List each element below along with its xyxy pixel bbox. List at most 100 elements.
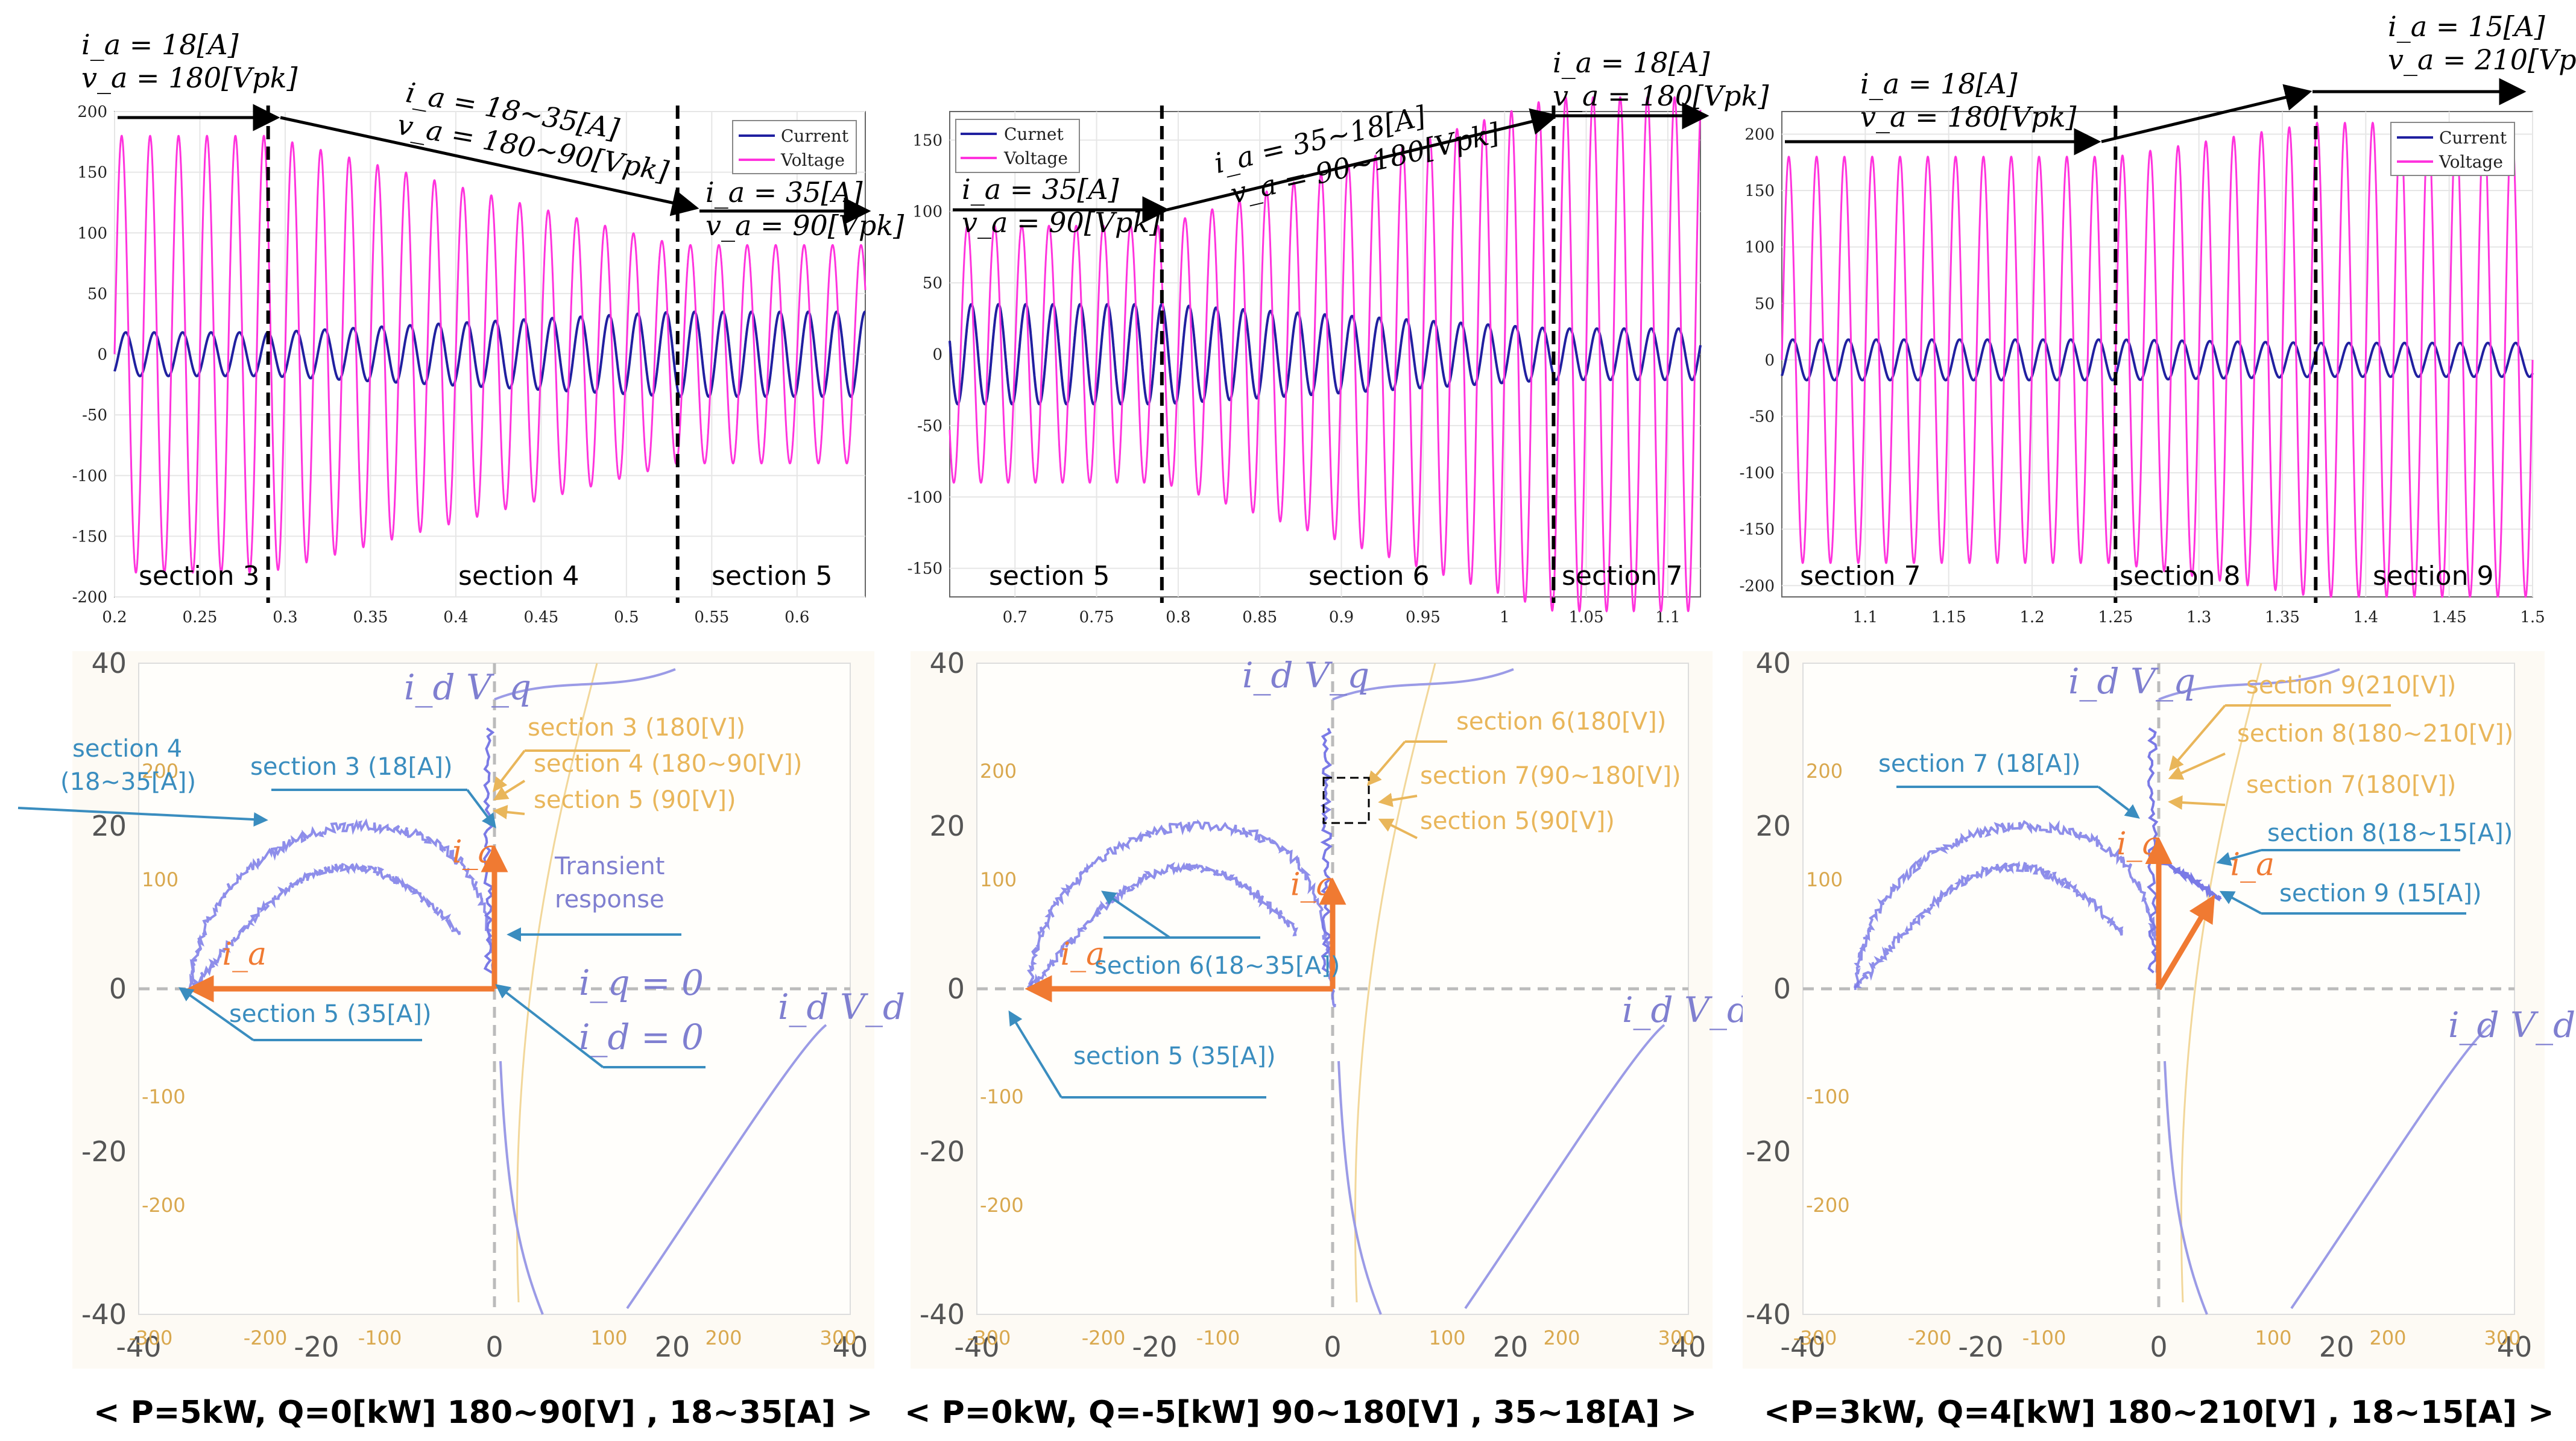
secondary-tick-label: -100 [980, 1085, 1024, 1108]
y-tick-label: 0 [97, 346, 107, 364]
secondary-tick-label: -300 [1793, 1326, 1837, 1349]
section-label: section 7 [1562, 561, 1682, 591]
y-tick-label: 50 [1755, 295, 1775, 313]
y-tick-label: 40 [929, 647, 965, 680]
legend-voltage: Voltage [780, 150, 845, 170]
y-tick-label: 0 [109, 973, 127, 1005]
current-trajectory [1854, 820, 2162, 989]
blue-annotation: section 7 (18[A]) [1878, 750, 2081, 778]
y-tick-label: 150 [77, 164, 107, 182]
x-tick-label: 1.35 [2265, 608, 2300, 626]
y-tick-label: 150 [912, 131, 942, 150]
iq-zero-label: i_q = 0 [579, 962, 704, 1003]
y-tick-label: 200 [77, 103, 107, 121]
top-right-chart: 1.1 1.15 1.2 1.25 1.3 1.35 1.4 1.45 1.5 200 150 100… [1740, 10, 2576, 626]
x-tick-label: 0.35 [353, 608, 388, 626]
x-tick-label: 20 [2319, 1331, 2355, 1363]
legend-current: Current [2439, 128, 2507, 148]
section-label: section 3 [139, 561, 259, 591]
voltage-trace [2164, 1061, 2208, 1315]
section-labels: section 7 section 8 section 9 [1800, 561, 2493, 591]
x-tick-label: 1 [1500, 608, 1510, 626]
y-tick-label: 20 [929, 810, 965, 842]
axis-ticks: 1.1 1.15 1.2 1.25 1.3 1.35 1.4 1.45 1.5 200 150 100… [1740, 125, 2545, 626]
voltage-trace [1354, 663, 1436, 1303]
x-tick-label: 1.45 [2432, 608, 2467, 626]
current-trajectory [1854, 860, 2124, 990]
section-labels: section 5 section 6 section 7 [989, 561, 1682, 591]
x-tick-label: 0 [1324, 1331, 1341, 1363]
blue-annotation: (18~35[A]) [60, 768, 196, 796]
secondary-tick-label: -100 [358, 1326, 402, 1349]
x-tick-label: 0 [2150, 1331, 2167, 1363]
x-tick-label: -20 [294, 1331, 339, 1363]
orange-annotation: section 8(180~210[V]) [2237, 720, 2513, 748]
x-tick-label: 0.25 [183, 608, 218, 626]
orange-annotation: section 5(90[V]) [1420, 807, 1615, 835]
ia-vector-label: i_a [2117, 826, 2161, 862]
ia-vector [2156, 894, 2215, 991]
id-vd-label: i_d V_d [2448, 1004, 2575, 1045]
x-tick-label: -40 [1780, 1331, 1825, 1363]
ia-annotation: i_a = 18[A] [1860, 68, 2018, 100]
orange-annotation: section 6(180[V]) [1456, 708, 1666, 736]
orange-annotation: section 7(90~180[V]) [1420, 762, 1681, 790]
orange-annotation: section 7(180[V]) [2246, 771, 2456, 799]
top-left-chart: 0.2 0.25 0.3 0.35 0.4 0.45 0.5 0.55 0.6 200 150 100… [72, 28, 904, 626]
axis-ticks: 0.2 0.25 0.3 0.35 0.4 0.45 0.5 0.55 0.6 200 150 100… [72, 103, 810, 626]
voltage-trace [1464, 1024, 1665, 1310]
section-label: section 9 [2373, 561, 2493, 591]
section-label: section 7 [1800, 561, 1921, 591]
x-tick-label: 0.4 [443, 608, 468, 626]
panel-text: i_d V_q i_d V_d section 6(18~35[A]) sect… [1008, 655, 1749, 1099]
y-tick-label: -150 [1740, 521, 1775, 539]
x-tick-label: 1.05 [1569, 608, 1604, 626]
voltage-trace [516, 663, 598, 1303]
current-trajectory [188, 818, 497, 989]
secondary-tick-label: -200 [1806, 1194, 1850, 1217]
y-tick-label: -40 [920, 1298, 965, 1331]
y-tick-label: -200 [72, 588, 107, 607]
grid [114, 111, 865, 598]
y-tick-label: 40 [91, 647, 127, 680]
secondary-tick-label: 200 [142, 760, 178, 783]
id-vd-label: i_d V_d [1622, 989, 1749, 1030]
x-tick-label: 20 [655, 1331, 690, 1363]
secondary-tick-label: 200 [980, 760, 1017, 783]
top-middle-chart: 0.7 0.75 0.8 0.85 0.9 0.95 1 1.05 1.1 150 100 50 0 -5… [908, 46, 1769, 626]
y-tick-label: -100 [908, 488, 942, 506]
legend: Current Voltage [2390, 122, 2515, 176]
y-tick-label: -200 [1740, 577, 1775, 595]
series-voltage [1781, 121, 2534, 599]
x-tick-label: -20 [1958, 1331, 2003, 1363]
caption: <P=3kW, Q=4[kW] 180~210[V] , 18~15[A] > [1764, 1395, 2554, 1431]
secondary-tick-label: -200 [1082, 1326, 1126, 1349]
current-trajectory [1029, 862, 1298, 992]
secondary-tick-label: 300 [1658, 1326, 1694, 1349]
voltage-trace [499, 1061, 544, 1315]
section-boundaries [266, 106, 680, 603]
secondary-tick-label: -300 [129, 1326, 173, 1349]
secondary-tick-label: -200 [142, 1194, 186, 1217]
secondary-tick-label: 300 [2484, 1326, 2521, 1349]
x-tick-label: 1.3 [2186, 608, 2211, 626]
y-tick-label: -150 [72, 528, 107, 546]
y-tick-label: 100 [912, 203, 942, 221]
secondary-tick-label: 100 [2255, 1326, 2291, 1349]
x-tick-label: 0.6 [784, 608, 809, 626]
orange-annotation: section 5 (90[V]) [534, 786, 736, 814]
blue-annotation: section 6(18~35[A]) [1094, 952, 1340, 980]
ia-annotation: i_a = 18[A] [81, 28, 239, 61]
section-label: section 4 [458, 561, 579, 591]
va-annotation: v_a = 90[Vpk] [962, 206, 1160, 239]
secondary-tick-label: 200 [1806, 760, 1843, 783]
ia-vector-label: i_a [452, 834, 497, 871]
id-vq-label: i_d V_q [2068, 661, 2196, 702]
ia-annotation: i_a = 35[A] [962, 173, 1119, 206]
blue-annotation: section 4 [72, 735, 182, 763]
voltage-trace [2158, 668, 2340, 701]
y-tick-label: 0 [932, 346, 942, 364]
